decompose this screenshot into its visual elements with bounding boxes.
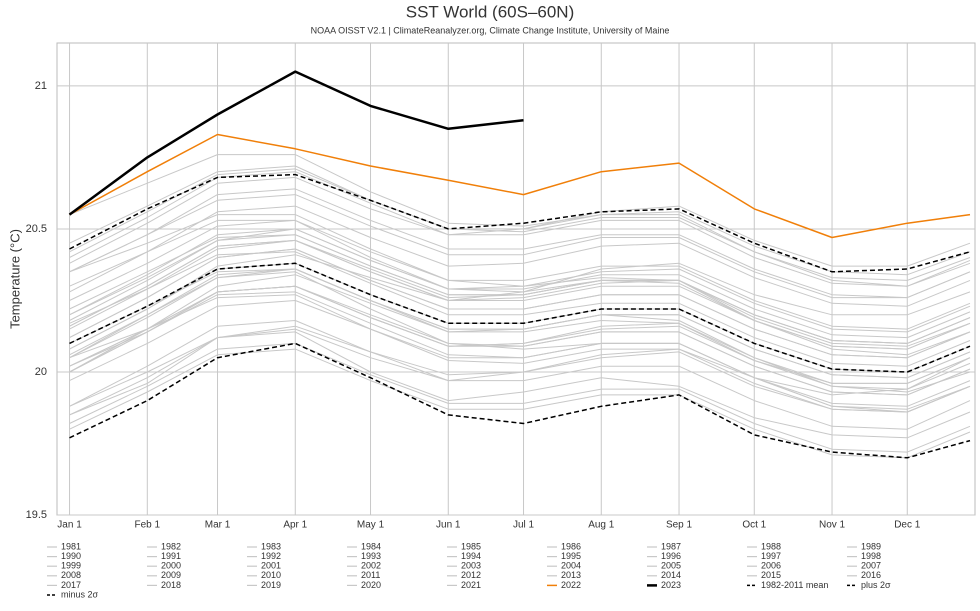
legend-label: 2023	[661, 580, 681, 590]
y-tick-label: 20.5	[26, 223, 47, 235]
legend-label: 1997	[761, 551, 781, 561]
series-line	[69, 154, 971, 287]
legend-label: 1986	[561, 541, 581, 551]
legend-label: 1985	[461, 541, 481, 551]
series-line	[69, 194, 971, 299]
legend-label: 1983	[261, 541, 281, 551]
series-line	[69, 300, 971, 407]
x-tick-label: Jan 1	[57, 520, 82, 531]
series-line	[68, 70, 524, 216]
legend-label: 1999	[61, 561, 81, 571]
legend-label: 1982-2011 mean	[761, 580, 828, 590]
series-line	[69, 294, 971, 413]
legend-label: 1993	[361, 551, 381, 561]
legend-label: 1990	[61, 551, 81, 561]
legend-label: 2008	[61, 570, 81, 580]
legend-label: plus 2σ	[861, 580, 891, 590]
legend-label: 1987	[661, 541, 681, 551]
legend-label: 2009	[161, 570, 181, 580]
legend-label: 2013	[561, 570, 581, 580]
legend-label: 2000	[161, 561, 181, 571]
legend-label: 1982	[161, 541, 181, 551]
x-tick-label: Jun 1	[436, 520, 461, 531]
series-line	[69, 219, 971, 350]
legend-label: 1994	[461, 551, 481, 561]
legend-label: minus 2σ	[61, 589, 99, 599]
chart-subtitle: NOAA OISST V2.1 | ClimateReanalyzer.org,…	[311, 25, 670, 35]
series-line	[69, 133, 971, 239]
x-tick-label: Mar 1	[205, 520, 231, 531]
series-line	[69, 165, 971, 281]
legend-label: 2020	[361, 580, 381, 590]
series-line	[69, 188, 971, 299]
legend-label: 2014	[661, 570, 681, 580]
series-line	[69, 219, 971, 330]
x-tick-label: Dec 1	[894, 520, 921, 531]
legend-label: 2002	[361, 561, 381, 571]
legend-label: 2001	[261, 561, 281, 571]
legend-label: 2019	[261, 580, 281, 590]
legend-label: 2004	[561, 561, 581, 571]
series-line	[69, 342, 971, 459]
y-tick-label: 20	[35, 366, 47, 378]
legend-label: 2016	[861, 570, 881, 580]
legend-label: 2007	[861, 561, 881, 571]
x-tick-label: Oct 1	[742, 520, 766, 531]
legend-label: 2021	[461, 580, 481, 590]
series-line	[69, 342, 971, 453]
series-line	[69, 251, 971, 367]
x-tick-label: Nov 1	[819, 520, 846, 531]
series-line	[69, 268, 971, 379]
legend-label: 2022	[561, 580, 581, 590]
series-line	[69, 262, 971, 373]
legend-label: 1991	[161, 551, 181, 561]
series-line	[69, 285, 971, 396]
series-line	[69, 248, 971, 359]
x-tick-label: Feb 1	[135, 520, 161, 531]
legend-label: 2017	[61, 580, 81, 590]
x-tick-label: Jul 1	[513, 520, 535, 531]
series-line	[69, 173, 971, 273]
series-line	[69, 228, 971, 339]
legend-label: 1998	[861, 551, 881, 561]
legend-label: 2003	[461, 561, 481, 571]
series-line	[69, 320, 971, 430]
x-tick-label: Sep 1	[666, 520, 693, 531]
series-line	[69, 205, 971, 307]
series-line	[69, 348, 971, 459]
x-tick-label: Aug 1	[588, 520, 615, 531]
legend-label: 1984	[361, 541, 381, 551]
series-line	[69, 239, 971, 344]
y-axis-label: Temperature (°C)	[7, 229, 22, 329]
series-line	[69, 268, 971, 390]
y-tick-label: 19.5	[26, 509, 47, 521]
series-line	[69, 228, 971, 333]
legend-label: 2018	[161, 580, 181, 590]
legend-label: 2005	[661, 561, 681, 571]
chart-title: SST World (60S–60N)	[406, 2, 575, 21]
legend-label: 2011	[361, 570, 380, 580]
legend-label: 2006	[761, 561, 781, 571]
legend-label: 2010	[261, 570, 281, 580]
x-tick-label: May 1	[357, 520, 385, 531]
legend-label: 1988	[761, 541, 781, 551]
legend-label: 2015	[761, 570, 781, 580]
legend-label: 1989	[861, 541, 881, 551]
x-tick-label: Apr 1	[283, 520, 307, 531]
y-tick-label: 21	[35, 80, 47, 92]
legend-label: 1996	[661, 551, 681, 561]
legend-label: 2012	[461, 570, 481, 580]
legend-label: 1992	[261, 551, 281, 561]
legend-label: 1981	[61, 541, 81, 551]
legend-label: 1995	[561, 551, 581, 561]
